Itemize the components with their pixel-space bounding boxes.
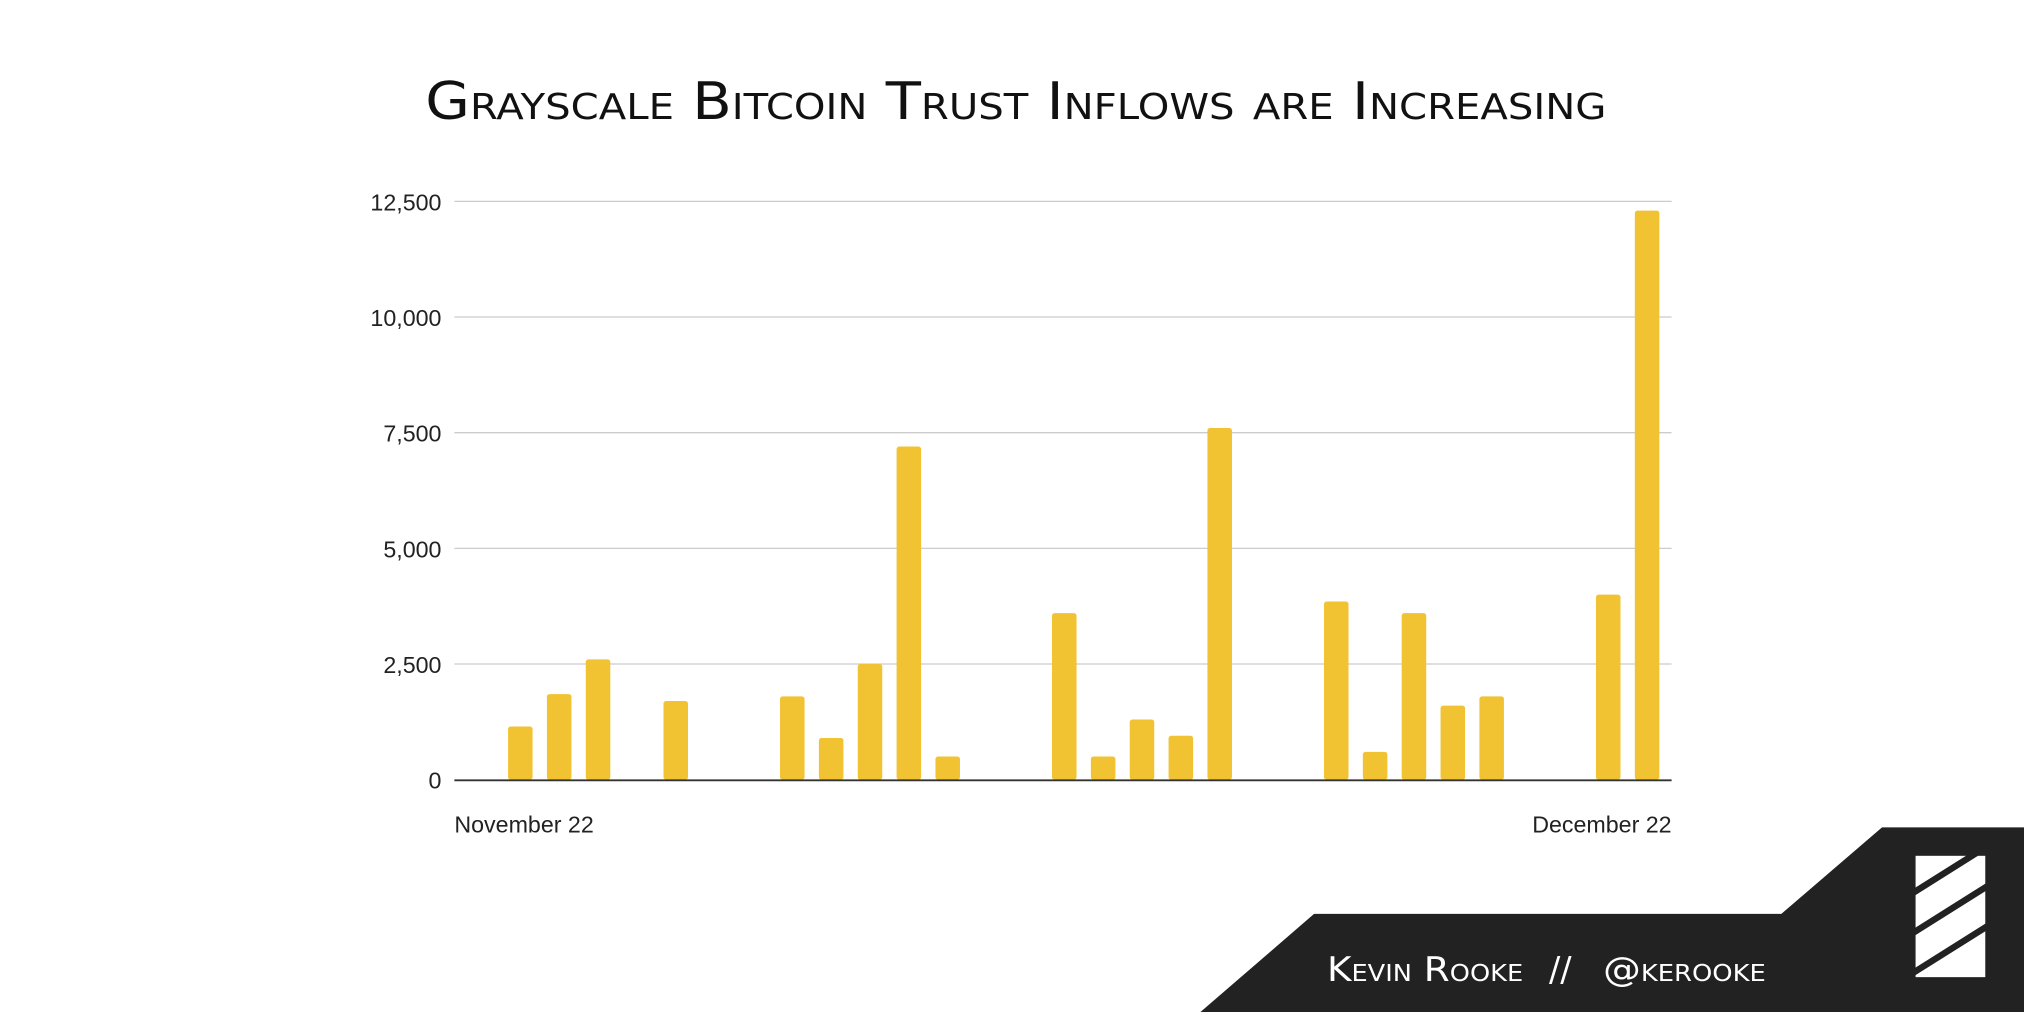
bar-dec-18 — [1479, 696, 1504, 780]
bar-dec-8 — [1090, 756, 1116, 780]
author-name: Kevin Rooke — [1327, 950, 1523, 989]
bar-nov-30 — [780, 696, 805, 780]
y-tick-label: 10,000 — [370, 305, 441, 331]
y-tick-label: 5,000 — [383, 536, 441, 562]
bar-dec-11 — [1207, 428, 1232, 780]
bar-dec-2 — [857, 663, 883, 780]
bar-dec-7 — [1052, 613, 1077, 780]
footer-separator: // — [1549, 950, 1572, 989]
striped-square-logo-icon — [1908, 841, 1993, 978]
bar-dec-21 — [1595, 594, 1621, 780]
bar-nov-24 — [546, 694, 572, 780]
bar-dec-1 — [818, 738, 844, 780]
bar-nov-27 — [663, 701, 689, 780]
y-tick-label: 12,500 — [370, 189, 441, 215]
bar-dec-17 — [1440, 705, 1466, 780]
y-axis-ticks: 0 2,500 5,000 7,500 10,000 12,500 — [370, 189, 441, 793]
y-tick-label: 7,500 — [383, 421, 441, 447]
y-tick-label: 2,500 — [383, 652, 441, 678]
bar-dec-10 — [1168, 735, 1194, 780]
bar-dec-15 — [1362, 751, 1388, 780]
gridlines — [454, 200, 1672, 665]
chart-title: Grayscale Bitcoin Trust Inflows are Incr… — [425, 72, 1606, 132]
footer: Kevin Rooke // @kerooke — [1200, 827, 2024, 1012]
bar-nov-23 — [508, 726, 533, 780]
x-tick-label-end: December 22 — [1532, 812, 1671, 838]
bars — [508, 210, 1660, 780]
x-tick-label-start: November 22 — [454, 812, 593, 838]
bar-dec-14 — [1323, 601, 1349, 780]
bar-dec-9 — [1129, 719, 1155, 780]
author-handle: @kerooke — [1603, 950, 1766, 989]
bar-dec-22 — [1634, 210, 1660, 780]
footer-banner — [1200, 827, 2024, 1012]
bar-dec-4 — [935, 756, 960, 780]
bar-dec-3 — [896, 446, 922, 780]
bar-nov-25 — [585, 659, 611, 780]
bar-dec-16 — [1401, 613, 1427, 780]
y-tick-label: 0 — [429, 768, 442, 794]
